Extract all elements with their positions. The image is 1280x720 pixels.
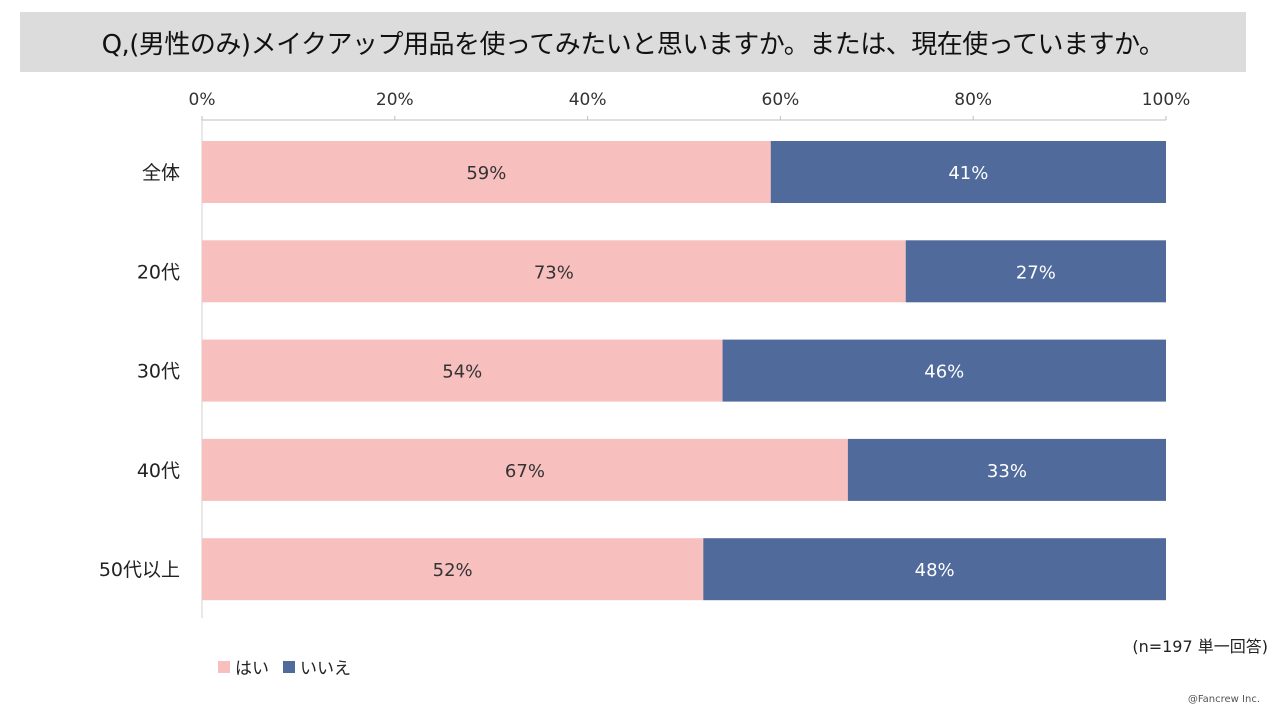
bar-segment	[847, 438, 1166, 501]
legend-item-yes: はい	[218, 654, 269, 679]
x-tick-label: 0%	[189, 90, 216, 110]
legend-item-no: いいえ	[283, 654, 351, 679]
bar-segment	[770, 141, 1166, 203]
bar-segment	[202, 339, 723, 402]
data-label: 41%	[948, 163, 988, 184]
data-label: 33%	[987, 461, 1027, 482]
category-label: 40代	[137, 460, 180, 482]
legend-swatch-yes	[218, 660, 230, 673]
data-label: 59%	[466, 163, 506, 184]
title-bar: Q,(男性のみ)メイクアップ用品を使ってみたいと思いますか。または、現在使ってい…	[20, 12, 1246, 72]
bar-segment	[722, 339, 1166, 402]
bar-segment	[202, 141, 771, 203]
category-label: 全体	[142, 162, 180, 184]
legend-swatch-no	[283, 660, 295, 673]
category-label: 20代	[137, 261, 180, 283]
x-tick-label: 100%	[1142, 90, 1191, 110]
x-tick-label: 20%	[376, 90, 414, 110]
copyright: @Fancrew Inc.	[1187, 694, 1260, 705]
bar-segment	[202, 240, 906, 303]
chart-title: Q,(男性のみ)メイクアップ用品を使ってみたいと思いますか。または、現在使ってい…	[101, 29, 1165, 60]
data-label: 73%	[534, 262, 574, 283]
data-label: 54%	[442, 362, 482, 383]
legend-label-no: いいえ	[300, 659, 351, 679]
bar-segment	[202, 438, 848, 501]
data-label: 46%	[924, 362, 964, 383]
sample-note: (n=197 単一回答)	[1132, 637, 1268, 656]
category-label: 30代	[137, 361, 180, 383]
data-label: 27%	[1016, 262, 1056, 283]
x-tick-label: 80%	[954, 90, 992, 110]
bar-segment	[202, 538, 704, 601]
data-label: 48%	[915, 560, 955, 581]
legend-label-yes: はい	[235, 659, 269, 679]
legend: はい いいえ	[218, 654, 351, 679]
category-label: 50代以上	[99, 559, 180, 581]
x-tick-label: 60%	[762, 90, 800, 110]
x-tick-label: 40%	[569, 90, 607, 110]
data-label: 52%	[433, 560, 473, 581]
data-label: 67%	[505, 461, 545, 482]
bar-segment	[905, 240, 1166, 303]
bar-segment	[703, 538, 1166, 601]
